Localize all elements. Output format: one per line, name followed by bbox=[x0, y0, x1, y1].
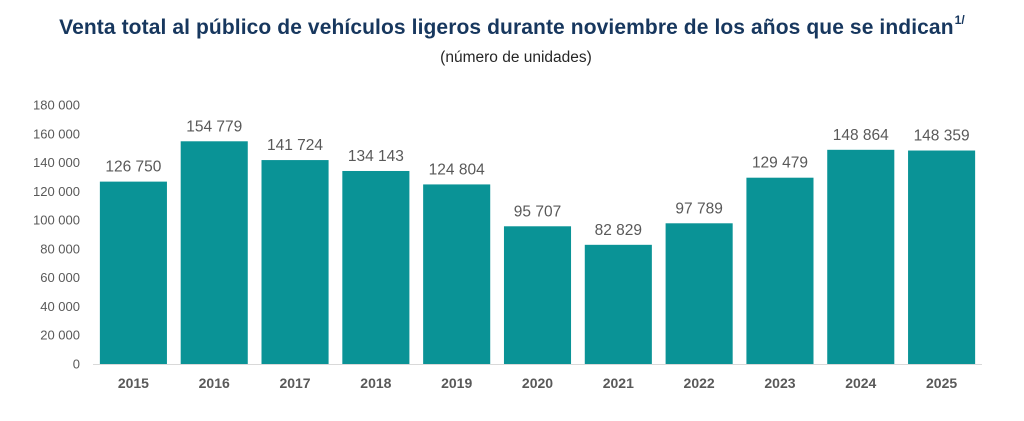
y-tick-label: 40 000 bbox=[40, 299, 80, 314]
y-axis: 0 20 000 40 000 60 000 80 000 100 000 120 000 1… bbox=[33, 98, 80, 372]
chart-subtitle: (número de unidades) bbox=[440, 49, 592, 66]
title-footnote: 1/ bbox=[954, 13, 965, 27]
y-tick-label: 0 bbox=[73, 357, 80, 372]
bar-2015 bbox=[99, 181, 167, 364]
bar-2017 bbox=[261, 160, 329, 364]
x-tick-label: 2020 bbox=[522, 375, 553, 391]
chart-title-text: Venta total al público de vehículos lige… bbox=[59, 16, 954, 39]
chart-title: Venta total al público de vehículos lige… bbox=[0, 13, 1024, 40]
y-tick-label: 140 000 bbox=[33, 155, 80, 170]
data-label-2018: 134 143 bbox=[348, 148, 404, 165]
data-label-2020: 95 707 bbox=[514, 203, 561, 220]
bar-2023 bbox=[746, 177, 814, 364]
bars bbox=[99, 141, 976, 364]
x-tick-label: 2016 bbox=[199, 375, 230, 391]
y-tick-label: 100 000 bbox=[33, 213, 80, 228]
y-tick-label: 20 000 bbox=[40, 328, 80, 343]
data-label-2017: 141 724 bbox=[267, 137, 323, 154]
bar-2018 bbox=[342, 170, 410, 364]
x-tick-label: 2024 bbox=[845, 375, 876, 391]
data-label-2022: 97 789 bbox=[675, 200, 722, 217]
y-tick-label: 120 000 bbox=[33, 184, 80, 199]
data-label-2016: 154 779 bbox=[186, 118, 242, 135]
x-tick-label: 2019 bbox=[441, 375, 472, 391]
data-label-2023: 129 479 bbox=[752, 155, 808, 172]
bar-2025 bbox=[908, 150, 976, 364]
bar-2024 bbox=[827, 149, 895, 364]
data-label-2024: 148 864 bbox=[833, 127, 889, 144]
data-label-2015: 126 750 bbox=[105, 159, 161, 176]
x-tick-label: 2025 bbox=[926, 375, 957, 391]
data-label-2021: 82 829 bbox=[595, 222, 642, 239]
x-tick-label: 2023 bbox=[764, 375, 795, 391]
data-label-2025: 148 359 bbox=[914, 128, 970, 145]
bar-2020 bbox=[503, 226, 572, 364]
y-tick-label: 80 000 bbox=[40, 241, 80, 256]
y-tick-label: 60 000 bbox=[40, 270, 80, 285]
x-tick-label: 2018 bbox=[360, 375, 391, 391]
y-tick-label: 180 000 bbox=[33, 98, 80, 113]
x-tick-label: 2015 bbox=[118, 375, 149, 391]
y-tick-label: 160 000 bbox=[33, 126, 80, 141]
bar-2022 bbox=[665, 223, 733, 364]
x-tick-label: 2021 bbox=[603, 375, 634, 391]
bar-2019 bbox=[423, 184, 491, 364]
data-labels: 126 750 154 779 141 724 134 143 124 804 95 70… bbox=[105, 118, 969, 239]
data-label-2019: 124 804 bbox=[429, 161, 485, 178]
bar-2021 bbox=[584, 244, 652, 364]
x-tick-label: 2022 bbox=[684, 375, 715, 391]
bar-2016 bbox=[180, 141, 248, 364]
x-tick-label: 2017 bbox=[279, 375, 310, 391]
x-axis: 2015 2016 2017 2018 2019 2020 2021 2022 2023 2024… bbox=[118, 375, 958, 391]
